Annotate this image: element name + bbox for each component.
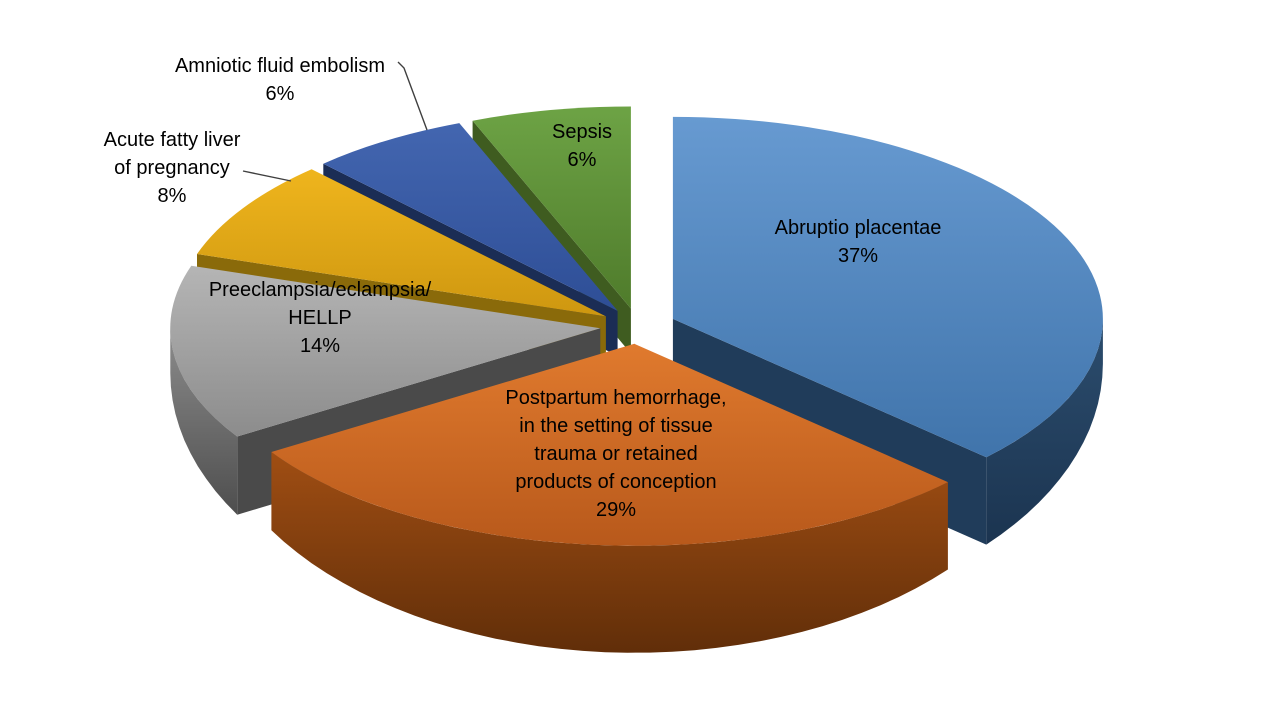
pie-slice-abruptio-placentae-rim-wall (986, 318, 1103, 545)
pie-slice-sepsis-top (472, 106, 631, 309)
pie-slice-preeclampsia-eclampsia-hellp-rim-wall (170, 328, 238, 515)
pie-slice-postpartum-hemorrhage-in-the-setting-o-top (271, 343, 948, 546)
leader-line-amniotic-fluid-embolism (397, 61, 428, 131)
pie-slice-amniotic-fluid-embolism-top (323, 123, 618, 311)
leader-line-acute-fatty-liver-of-pregnancy (242, 170, 292, 182)
pie-slice-postpartum-hemorrhage-in-the-setting-o (271, 343, 948, 653)
pie-slice-preeclampsia-eclampsia-hellp-top (170, 265, 601, 437)
pie-slice-postpartum-hemorrhage-in-the-setting-o-rim-wall (271, 452, 948, 653)
pie-slice-abruptio-placentae-top (672, 116, 1103, 458)
pie-slice-acute-fatty-liver-of-pregnancy-top (197, 169, 606, 317)
